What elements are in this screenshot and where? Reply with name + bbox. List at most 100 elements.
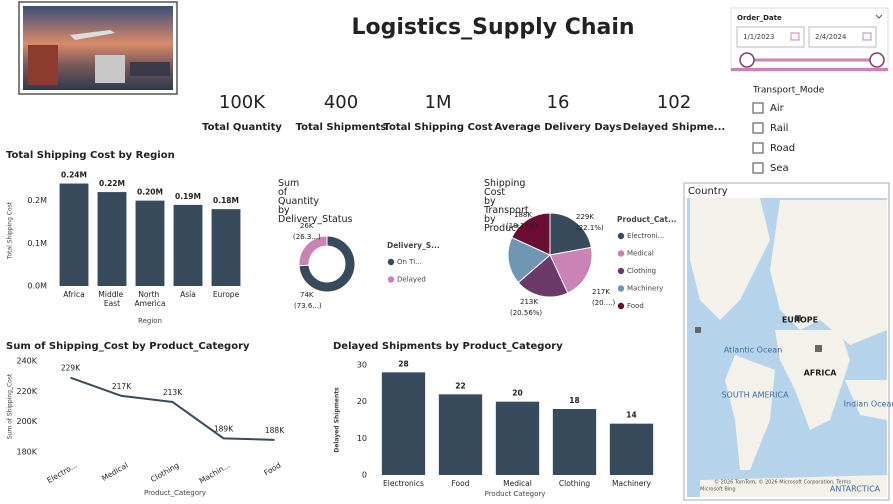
checkbox[interactable]	[752, 142, 764, 154]
checkbox[interactable]	[752, 162, 764, 174]
dashboard-title: Logistics_Supply Chain	[351, 15, 634, 40]
kpi-value: 16	[547, 92, 570, 113]
y-axis-title: Total Shipping Cost	[7, 201, 14, 260]
chart-title: Delayed Shipments by Product_Category	[333, 341, 563, 352]
map-brand: Microsoft Bing	[700, 487, 736, 493]
kpi-value: 1M	[425, 92, 452, 113]
data-label: 189K	[214, 424, 234, 433]
date-start: 1/1/2023	[743, 33, 774, 41]
y-tick-label: 0.0M	[27, 282, 47, 291]
x-tick-label: Asia	[180, 290, 196, 299]
data-label: 213K	[163, 388, 183, 397]
map-label: SOUTH AMERICA	[721, 391, 789, 400]
legend-marker	[617, 267, 625, 275]
legend-label: Machinery	[627, 285, 663, 293]
map-label: Atlantic Ocean	[724, 346, 783, 355]
slicer-title: Order_Date	[737, 14, 782, 22]
slice	[298, 235, 356, 293]
percent-label: (73.6...)	[294, 302, 322, 310]
y-tick-label: 200K	[16, 417, 37, 426]
chart-title: Sum of Quantity by Delivery_Status	[278, 178, 353, 225]
bar	[59, 183, 89, 286]
data-label: 20	[512, 389, 522, 398]
data-label: 14	[626, 411, 636, 420]
x-tick-label: Medical	[503, 479, 532, 488]
chart-title: Sum of Shipping_Cost by Product_Category	[6, 341, 250, 352]
x-tick-label: Middle East	[98, 290, 125, 308]
map: Country EUROPE Atlantic Ocean AFRICA SOUTH …	[683, 182, 893, 501]
y-tick-label: 0.1M	[27, 239, 47, 248]
data-label: 188K	[514, 211, 532, 219]
x-tick-label: Machinery	[612, 479, 651, 488]
kpi-value: 400	[324, 92, 358, 113]
legend-label: Medical	[627, 250, 654, 258]
date-input[interactable]	[808, 26, 877, 48]
legend-marker	[617, 250, 625, 257]
kpi-label: Total Shipping Cost	[384, 122, 493, 133]
x-tick-label: Food	[452, 479, 470, 488]
y-tick-label: 180K	[16, 447, 37, 456]
legend-label: Food	[627, 302, 644, 310]
data-label: 0.19M	[175, 192, 201, 201]
map-label: EUROPE	[782, 316, 818, 325]
data-label: 18	[569, 396, 579, 405]
y-tick-label: 0	[362, 471, 367, 480]
data-label: 217K	[112, 382, 132, 391]
y-tick-label: 220K	[16, 387, 37, 396]
y-axis-title: Sum of Shipping_Cost	[7, 373, 14, 439]
kpi-label: Average Delivery Days	[494, 122, 621, 133]
data-label: 0.24M	[61, 171, 87, 180]
legend-label: Clothing	[627, 267, 656, 275]
y-axis-title: Delayed Shipments	[334, 387, 341, 453]
line	[70, 376, 275, 441]
x-tick-label: Clothing	[559, 479, 590, 488]
y-tick-label: 20	[357, 397, 367, 406]
percent-label: (18.16%)	[506, 222, 538, 230]
checkbox[interactable]	[752, 122, 764, 134]
percent-label: (20.56%)	[510, 309, 542, 317]
data-label: 26K	[300, 222, 314, 230]
legend-title: Product_Cat...	[617, 215, 677, 224]
data-label: 0.22M	[99, 179, 125, 188]
bar	[381, 372, 426, 475]
bar	[211, 209, 241, 286]
data-label: 229K	[61, 364, 81, 373]
map-label: ANTARCTICA	[830, 485, 881, 494]
legend-marker	[387, 276, 395, 283]
slider-handle[interactable]	[869, 52, 885, 68]
data-label: 188K	[265, 426, 285, 435]
percent-label: (20....)	[592, 299, 616, 307]
bar	[552, 409, 597, 475]
percent-label: (22.1%)	[576, 224, 604, 232]
bar	[173, 204, 203, 286]
data-label: 74K	[300, 291, 314, 299]
date-slicer[interactable]: Order_Date 1/1/2023 2/4/2024	[730, 7, 889, 72]
chart-title: Total Shipping Cost by Region	[6, 150, 175, 161]
x-axis-title: Region	[138, 317, 162, 325]
legend-label: Delayed	[397, 276, 426, 284]
legend-label: On Ti...	[397, 258, 422, 266]
data-label: 0.20M	[137, 188, 163, 197]
header-image	[18, 1, 178, 95]
x-tick-label: North America	[135, 290, 166, 308]
bar	[609, 423, 654, 475]
slice	[511, 212, 551, 256]
kpi-value: 100K	[219, 92, 266, 113]
x-axis-title: Product Category	[485, 490, 546, 498]
slicer-option: Road	[770, 143, 795, 154]
slider-handle[interactable]	[739, 52, 755, 68]
legend-marker	[617, 285, 625, 292]
data-label: 28	[398, 359, 408, 368]
slicer-option: Air	[770, 103, 785, 114]
legend-marker	[617, 232, 625, 240]
checkbox[interactable]	[752, 102, 764, 114]
percent-label: (26.3...)	[293, 233, 321, 241]
slicer-option: Sea	[770, 163, 789, 174]
date-input[interactable]	[736, 26, 805, 48]
map-credits: © 2026 TomTom, © 2026 Microsoft Corporat…	[714, 479, 851, 486]
y-tick-label: 10	[357, 434, 367, 443]
data-label: 213K	[520, 298, 538, 306]
bar	[495, 401, 540, 475]
slice	[517, 254, 569, 298]
